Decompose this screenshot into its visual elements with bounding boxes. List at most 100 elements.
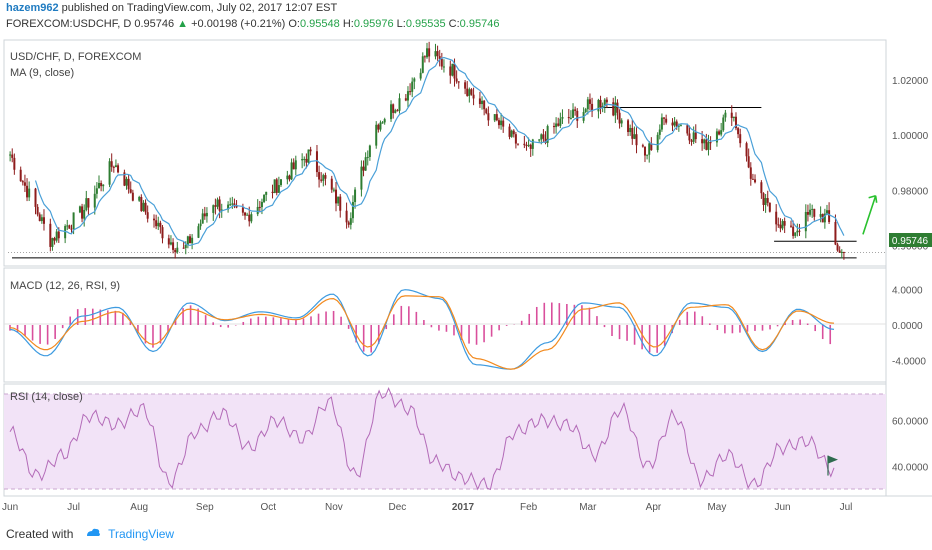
candle-body xyxy=(157,222,160,227)
candle-body xyxy=(531,139,534,149)
candle-body xyxy=(97,182,101,189)
candle-body xyxy=(764,198,767,205)
macd-pane[interactable] xyxy=(3,267,887,383)
candle-body xyxy=(227,204,230,210)
candle-body xyxy=(153,218,156,221)
candle-body xyxy=(146,212,149,219)
candle-body xyxy=(453,63,456,79)
candle-body xyxy=(176,247,179,253)
candle-body xyxy=(351,202,354,219)
candle-body xyxy=(493,114,496,121)
candle-body xyxy=(574,109,577,111)
symbol-name[interactable]: FOREXCOM:USDCHF, D xyxy=(6,18,132,30)
signal-line xyxy=(9,295,835,370)
symbol-legend: FOREXCOM:USDCHF, D 0.95746 ▲ +0.00198 (+… xyxy=(6,18,499,30)
footer: Created with TradingView xyxy=(6,527,174,542)
candle-body xyxy=(762,193,765,205)
candle-body xyxy=(789,225,793,227)
macd-tick-label: -4.0000 xyxy=(892,356,926,367)
candle-body xyxy=(324,175,327,179)
candle-body xyxy=(13,157,16,170)
candle-body xyxy=(260,201,263,208)
candle-body xyxy=(318,172,321,180)
candle-body xyxy=(201,213,204,224)
candle-body xyxy=(663,117,666,119)
candle-body xyxy=(279,179,282,186)
candle-body xyxy=(383,119,386,123)
candle-body xyxy=(597,99,600,112)
candle-body xyxy=(411,81,414,92)
candle-body xyxy=(23,182,26,186)
close-value: 0.95746 xyxy=(459,18,500,30)
candle-body xyxy=(182,247,185,249)
candle-body xyxy=(823,213,826,223)
ma-label: MA (9, close) xyxy=(10,67,74,79)
candle-body xyxy=(49,223,52,247)
last-price: 0.95746 xyxy=(134,18,175,30)
candle-body xyxy=(586,99,589,110)
candle-body xyxy=(288,175,291,180)
close-label: C: xyxy=(448,18,460,30)
candle-body xyxy=(627,120,630,133)
candle-body xyxy=(112,166,115,168)
candle-body xyxy=(36,206,39,215)
price-badge xyxy=(889,233,932,247)
candle-body xyxy=(631,127,634,139)
candle-body xyxy=(320,179,323,181)
candle-body xyxy=(406,91,409,101)
candle-body xyxy=(660,117,663,130)
tradingview-brand[interactable]: TradingView xyxy=(108,527,175,541)
candle-body xyxy=(57,231,60,239)
candle-body xyxy=(19,169,22,182)
candle-body xyxy=(838,250,841,253)
candle-body xyxy=(188,236,191,244)
candle-body xyxy=(40,217,43,221)
candle-body xyxy=(603,99,606,106)
candle-body xyxy=(366,156,369,158)
candle-body xyxy=(546,126,549,143)
time-tick-label: 2017 xyxy=(452,502,475,513)
candle-body xyxy=(675,121,678,127)
candle-body xyxy=(322,175,325,181)
time-tick-label: Jun xyxy=(2,502,18,513)
candle-body xyxy=(451,63,454,76)
candle-body xyxy=(677,125,680,127)
candle-body xyxy=(440,58,443,67)
candle-body xyxy=(673,121,676,126)
candle-body xyxy=(129,189,132,193)
candle-body xyxy=(159,222,162,228)
time-tick-label: Feb xyxy=(520,502,538,513)
candle-body xyxy=(70,228,73,230)
candle-body xyxy=(426,48,429,58)
candle-body xyxy=(828,210,831,223)
main-pane[interactable] xyxy=(3,39,887,267)
candle-body xyxy=(21,181,24,183)
candle-body xyxy=(715,131,718,143)
candle-body xyxy=(768,202,771,212)
candle-body xyxy=(392,104,395,113)
candle-body xyxy=(760,182,763,194)
candle-body xyxy=(81,206,84,219)
author-link[interactable]: hazem962 xyxy=(6,2,59,14)
candle-body xyxy=(497,120,500,126)
candle-body xyxy=(68,225,71,229)
candle-body xyxy=(749,167,752,179)
time-tick-label: Aug xyxy=(130,502,148,513)
time-tick-label: Sep xyxy=(196,502,214,513)
candle-body xyxy=(125,178,128,186)
candle-body xyxy=(834,222,837,245)
candle-body xyxy=(718,131,721,135)
candle-body xyxy=(495,114,498,121)
candle-body xyxy=(478,98,481,105)
ma-line xyxy=(34,56,845,247)
candle-body xyxy=(377,124,380,130)
candle-body xyxy=(42,217,45,224)
open-label: O: xyxy=(288,18,300,30)
candle-body xyxy=(599,99,602,108)
candle-body xyxy=(591,103,594,112)
candle-body xyxy=(464,82,467,89)
candle-body xyxy=(502,120,505,127)
candle-body xyxy=(468,89,471,96)
price-tick-label: 0.98000 xyxy=(892,186,929,197)
